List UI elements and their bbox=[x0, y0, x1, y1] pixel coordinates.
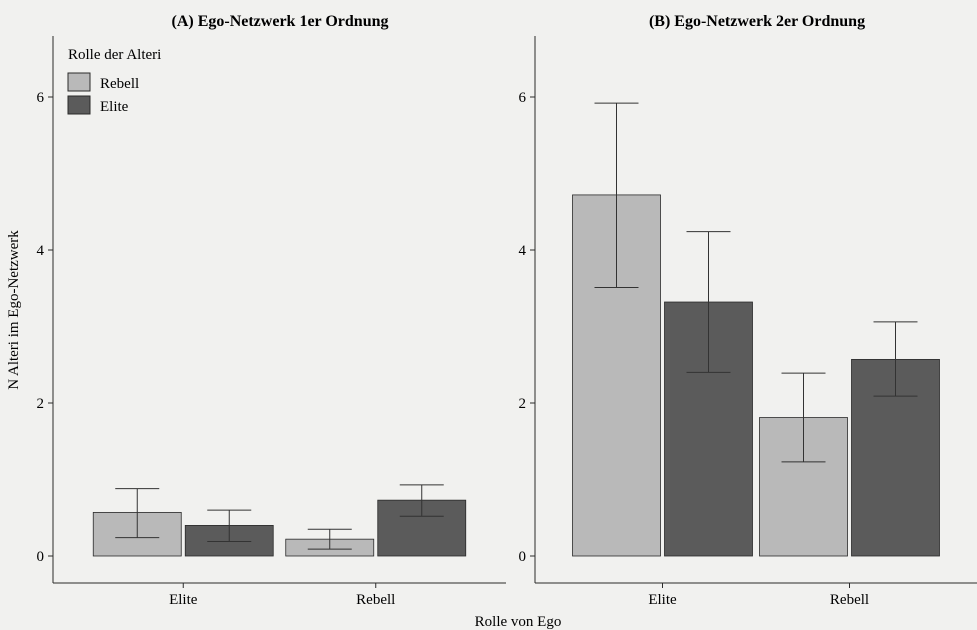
legend-label-rebell: Rebell bbox=[100, 76, 139, 92]
panel-a-title: (A) Ego-Netzwerk 1er Ordnung bbox=[171, 13, 388, 30]
legend-title: Rolle der Alteri bbox=[68, 47, 161, 63]
legend-label-elite: Elite bbox=[100, 99, 129, 115]
panel-a-x-tick-label-rebell: Rebell bbox=[356, 592, 395, 608]
panel-b-x-tick-label-elite: Elite bbox=[648, 592, 677, 608]
panel-b: (B) Ego-Netzwerk 2er Ordnung 0 2 4 6 Elite Reb… bbox=[519, 13, 977, 608]
panel-a-x-tick-label-elite: Elite bbox=[169, 592, 198, 608]
legend-swatch-rebell bbox=[67, 72, 91, 92]
panel-b-y-tick-label: 6 bbox=[519, 90, 527, 106]
panel-b-y-tick-label: 4 bbox=[519, 243, 527, 259]
x-axis-title: Rolle von Ego bbox=[475, 614, 562, 630]
panel-b-y-tick-label: 0 bbox=[519, 549, 527, 565]
y-axis-title: N Alteri im Ego-Netzwerk bbox=[6, 230, 22, 390]
panel-b-y-tick-label: 2 bbox=[519, 396, 527, 412]
panel-b-title: (B) Ego-Netzwerk 2er Ordnung bbox=[649, 13, 865, 30]
panel-a-y-tick-label: 2 bbox=[37, 396, 45, 412]
panel-a: (A) Ego-Netzwerk 1er Ordnung 0 2 4 6 Elite Reb… bbox=[37, 13, 506, 608]
legend-swatch-elite bbox=[67, 95, 91, 115]
legend: Rolle der Alteri Rebell Elite bbox=[67, 47, 161, 115]
panel-b-x-tick-label-rebell: Rebell bbox=[830, 592, 869, 608]
panel-b-bar-elite-elite bbox=[664, 301, 753, 557]
panel-a-y-tick-label: 0 bbox=[37, 549, 45, 565]
panel-a-y-tick-label: 6 bbox=[37, 90, 45, 106]
panel-a-y-tick-label: 4 bbox=[37, 243, 45, 259]
